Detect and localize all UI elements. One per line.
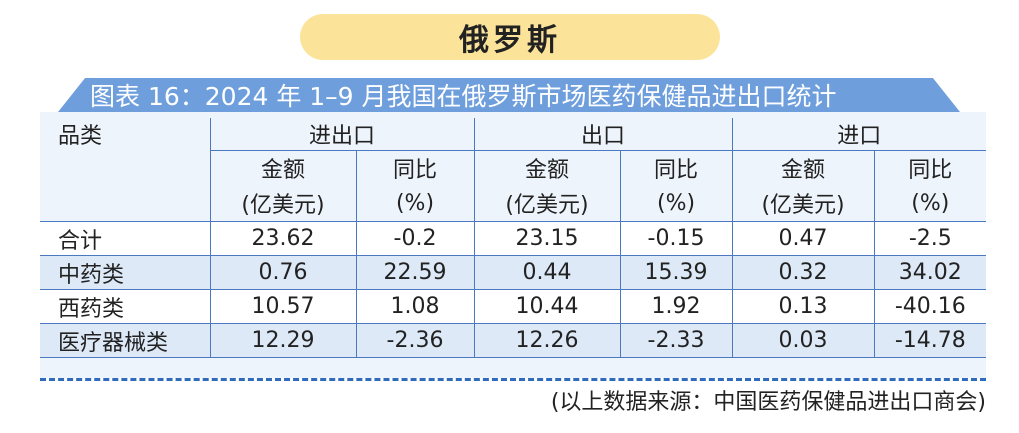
cell-total-amount: 10.57 — [209, 289, 356, 324]
cell-total-amount: 0.76 — [209, 255, 356, 290]
row-category: 中药类 — [40, 255, 210, 290]
row-category: 医疗器械类 — [40, 323, 210, 358]
amount-label: 金额 — [731, 150, 875, 185]
cell-export-amount: 23.15 — [473, 221, 621, 256]
cell-import-yoy: -40.16 — [873, 289, 987, 324]
cell-import-amount: 0.03 — [731, 323, 875, 358]
header-spacer — [40, 151, 210, 186]
cell-export-yoy: 15.39 — [619, 255, 733, 290]
cell-export-amount: 12.26 — [473, 323, 621, 358]
cell-export-yoy: 1.92 — [619, 289, 733, 324]
cell-export-amount: 10.44 — [473, 289, 621, 324]
table-row: 医疗器械类 12.29 -2.36 12.26 -2.33 0.03 -14.7… — [40, 323, 987, 358]
cell-import-amount: 0.32 — [731, 255, 875, 290]
group-header-export: 出口 — [473, 118, 733, 151]
cell-export-yoy: -2.33 — [619, 323, 733, 358]
yoy-unit: (%) — [619, 185, 733, 222]
header-spacer — [40, 185, 210, 222]
cell-import-amount: 0.13 — [731, 289, 875, 324]
cell-import-yoy: -14.78 — [873, 323, 987, 358]
cell-total-amount: 12.29 — [209, 323, 356, 358]
yoy-label: 同比 — [873, 150, 987, 185]
cell-total-amount: 23.62 — [209, 221, 356, 256]
cell-export-yoy: -0.15 — [619, 221, 733, 256]
yoy-label: 同比 — [355, 150, 475, 185]
header-row-units: (亿美元) (%) (亿美元) (%) (亿美元) (%) — [40, 185, 987, 222]
header-row-labels: 金额 同比 金额 同比 金额 同比 — [40, 150, 987, 186]
cell-total-yoy: -0.2 — [355, 221, 475, 256]
row-category: 合计 — [40, 221, 210, 256]
cell-export-amount: 0.44 — [473, 255, 621, 290]
table-row: 合计 23.62 -0.2 23.15 -0.15 0.47 -2.5 — [40, 221, 987, 256]
cell-total-yoy: 1.08 — [355, 289, 475, 324]
table-row: 中药类 0.76 22.59 0.44 15.39 0.32 34.02 — [40, 255, 987, 290]
yoy-unit: (%) — [355, 185, 475, 222]
figure-title: 图表 16：2024 年 1–9 月我国在俄罗斯市场医药保健品进出口统计 — [58, 78, 960, 112]
amount-unit: (亿美元) — [731, 185, 875, 222]
cell-total-yoy: 22.59 — [355, 255, 475, 290]
yoy-label: 同比 — [619, 150, 733, 185]
amount-unit: (亿美元) — [209, 185, 356, 222]
amount-label: 金额 — [473, 150, 621, 185]
group-header-import: 进口 — [731, 118, 987, 151]
table-row: 西药类 10.57 1.08 10.44 1.92 0.13 -40.16 — [40, 289, 987, 324]
row-category: 西药类 — [40, 289, 210, 324]
header-row-groups: 品类 进出口 出口 进口 — [40, 118, 987, 151]
cell-import-amount: 0.47 — [731, 221, 875, 256]
figure-title-text: 图表 16：2024 年 1–9 月我国在俄罗斯市场医药保健品进出口统计 — [90, 82, 837, 111]
group-header-total: 进出口 — [209, 118, 475, 151]
amount-label: 金额 — [209, 150, 356, 185]
category-header: 品类 — [58, 124, 103, 150]
trade-table: 品类 进出口 出口 进口 金额 同比 金额 同比 金额 同比 (亿美元) (%)… — [40, 118, 987, 358]
amount-unit: (亿美元) — [473, 185, 621, 222]
cell-total-yoy: -2.36 — [355, 323, 475, 358]
cell-import-yoy: -2.5 — [873, 221, 987, 256]
country-title: 俄罗斯 — [300, 14, 720, 60]
dashed-divider — [40, 378, 986, 381]
cell-import-yoy: 34.02 — [873, 255, 987, 290]
source-note: (以上数据来源：中国医药保健品进出口商会) — [550, 390, 986, 415]
yoy-unit: (%) — [873, 185, 987, 222]
